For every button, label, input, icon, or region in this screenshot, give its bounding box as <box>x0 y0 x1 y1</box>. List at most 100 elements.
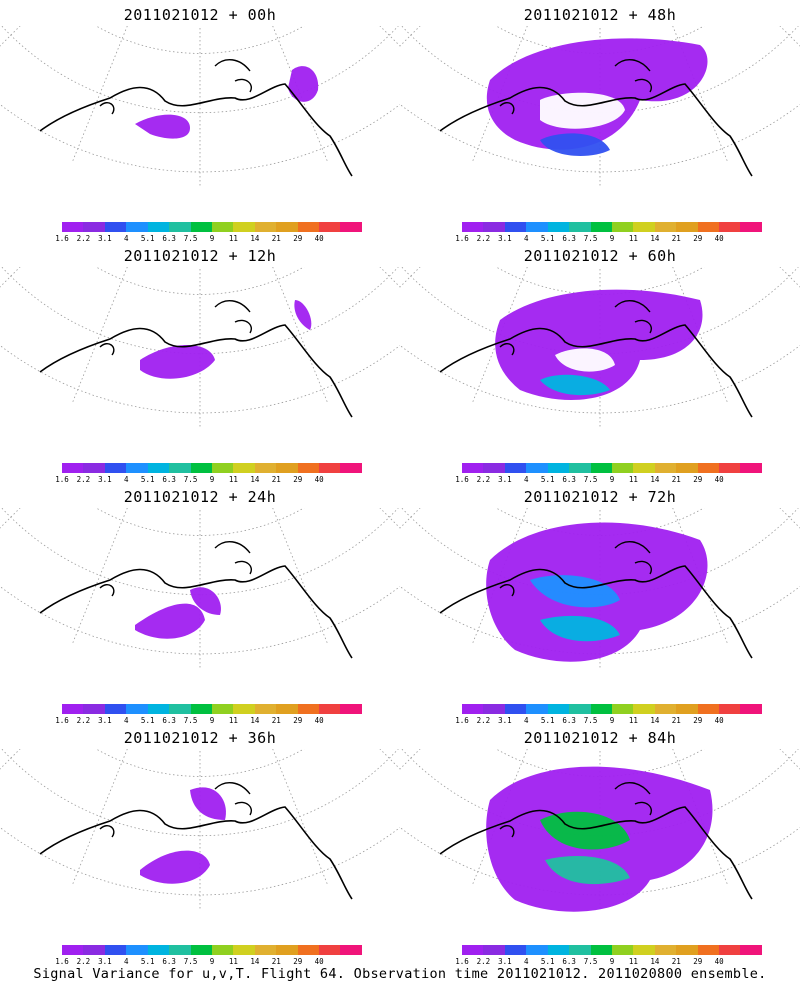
colorbar-swatch <box>483 945 505 955</box>
colorbar-label: 14 <box>250 234 260 243</box>
colorbar-swatch <box>340 222 362 232</box>
colorbar-swatch <box>340 704 362 714</box>
variance-contour <box>135 603 205 639</box>
colorbar: 1.6 2.2 3.1 4 5.1 6.3 7.5 9 11 14 21 29 40 <box>55 222 362 250</box>
coastline <box>499 782 652 838</box>
colorbar-swatch <box>590 222 612 232</box>
colorbar-swatch <box>676 704 698 714</box>
colorbar-label: 7.5 <box>183 716 198 725</box>
variance-contour <box>555 348 615 372</box>
colorbar-label: 3.1 <box>98 957 112 966</box>
colorbar-swatch <box>676 945 698 955</box>
colorbar-swatch <box>169 463 191 473</box>
map-panel: 2011021012 + 36h 1.6 2.2 3.1 4 5.1 6.3 7.5 9 11 14… <box>0 723 400 966</box>
coastline <box>439 324 753 418</box>
colorbar-label: 3.1 <box>498 475 512 484</box>
longitude-line <box>379 749 400 770</box>
colorbar-swatch <box>319 222 341 232</box>
colorbar-swatch <box>233 463 255 473</box>
colorbar-label: 2.2 <box>476 716 491 725</box>
colorbar-swatch <box>62 222 84 232</box>
colorbar-label: 4 <box>524 234 529 243</box>
colorbar-label: 21 <box>271 957 281 966</box>
polar-map <box>0 749 400 909</box>
colorbar-swatch <box>462 704 484 714</box>
variance-contour <box>540 615 620 642</box>
colorbar-label: 6.3 <box>162 475 176 484</box>
panel-title: 2011021012 + 36h <box>123 729 277 747</box>
colorbar-label: 6.3 <box>162 957 176 966</box>
panel-title: 2011021012 + 00h <box>123 6 277 24</box>
coastline <box>99 300 252 356</box>
colorbar-label: 29 <box>293 716 303 725</box>
colorbar-label: 11 <box>228 475 238 484</box>
variance-contour <box>530 575 620 608</box>
map-panel: 2011021012 + 48h 1.6 2.2 3.1 4 5.1 6.3 7.5 9 11 14… <box>400 0 800 243</box>
colorbar-swatch <box>590 704 612 714</box>
colorbar-swatch <box>233 945 255 955</box>
colorbar-label: 21 <box>271 234 281 243</box>
coastline <box>99 541 252 597</box>
colorbar-label: 6.3 <box>562 475 576 484</box>
colorbar-swatch <box>211 463 234 473</box>
colorbar-swatch <box>340 945 362 955</box>
colorbar-label: 9 <box>609 234 615 243</box>
colorbar-swatch <box>611 222 634 232</box>
colorbar-label: 3.1 <box>98 716 112 725</box>
colorbar-label: 14 <box>650 234 660 243</box>
colorbar-swatch <box>697 945 720 955</box>
colorbar-swatch <box>104 704 127 714</box>
colorbar-label: 9 <box>209 234 215 243</box>
colorbar-swatch <box>526 463 548 473</box>
colorbar-swatch <box>740 463 762 473</box>
colorbar-swatch <box>147 945 170 955</box>
map-panel: 2011021012 + 72h 1.6 2.2 3.1 4 5.1 6.3 7.5 9 11 14… <box>400 482 800 725</box>
colorbar-swatch <box>211 222 234 232</box>
colorbar-label: 5.1 <box>540 234 555 243</box>
colorbar-label: 1.6 <box>455 475 469 484</box>
colorbar-label: 14 <box>650 957 660 966</box>
colorbar-swatch <box>254 704 277 714</box>
colorbar-label: 40 <box>314 716 324 725</box>
longitude-line <box>272 267 328 403</box>
colorbar-label: 29 <box>693 716 703 725</box>
colorbar-swatch <box>526 222 548 232</box>
colorbar-label: 5.1 <box>540 716 555 725</box>
colorbar-swatch <box>319 704 341 714</box>
colorbar-label: 1.6 <box>55 234 69 243</box>
panel-title: 2011021012 + 24h <box>123 488 277 506</box>
colorbar-label: 40 <box>314 234 324 243</box>
latitude-line <box>0 826 400 896</box>
colorbar-swatch <box>569 463 591 473</box>
colorbar-label: 4 <box>124 475 129 484</box>
longitude-line <box>779 749 800 770</box>
longitude-line <box>72 267 128 403</box>
colorbar-label: 7.5 <box>583 475 598 484</box>
colorbar-swatch <box>276 222 298 232</box>
panel-title: 2011021012 + 12h <box>123 247 277 265</box>
colorbar-label: 40 <box>714 475 724 484</box>
colorbar-label: 1.6 <box>455 957 469 966</box>
colorbar-swatch <box>547 222 570 232</box>
longitude-line <box>400 26 421 47</box>
colorbar-swatch <box>147 704 170 714</box>
longitude-line <box>400 508 421 529</box>
colorbar-swatch <box>462 945 484 955</box>
colorbar-label: 9 <box>209 475 215 484</box>
variance-contour <box>288 66 319 102</box>
colorbar-swatch <box>62 945 84 955</box>
colorbar-swatch <box>676 463 698 473</box>
longitude-line <box>779 508 800 529</box>
colorbar-swatch <box>62 704 84 714</box>
colorbar-swatch <box>254 222 277 232</box>
colorbar-label: 9 <box>609 716 615 725</box>
colorbar-swatch <box>254 945 277 955</box>
colorbar-swatch <box>697 704 720 714</box>
colorbar-swatch <box>526 704 548 714</box>
colorbar-label: 14 <box>250 957 260 966</box>
colorbar-label: 4 <box>124 716 129 725</box>
latitude-line <box>0 103 400 173</box>
colorbar-swatch <box>126 222 148 232</box>
colorbar: 1.6 2.2 3.1 4 5.1 6.3 7.5 9 11 14 21 29 40 <box>455 222 762 250</box>
colorbar-swatch <box>83 704 105 714</box>
